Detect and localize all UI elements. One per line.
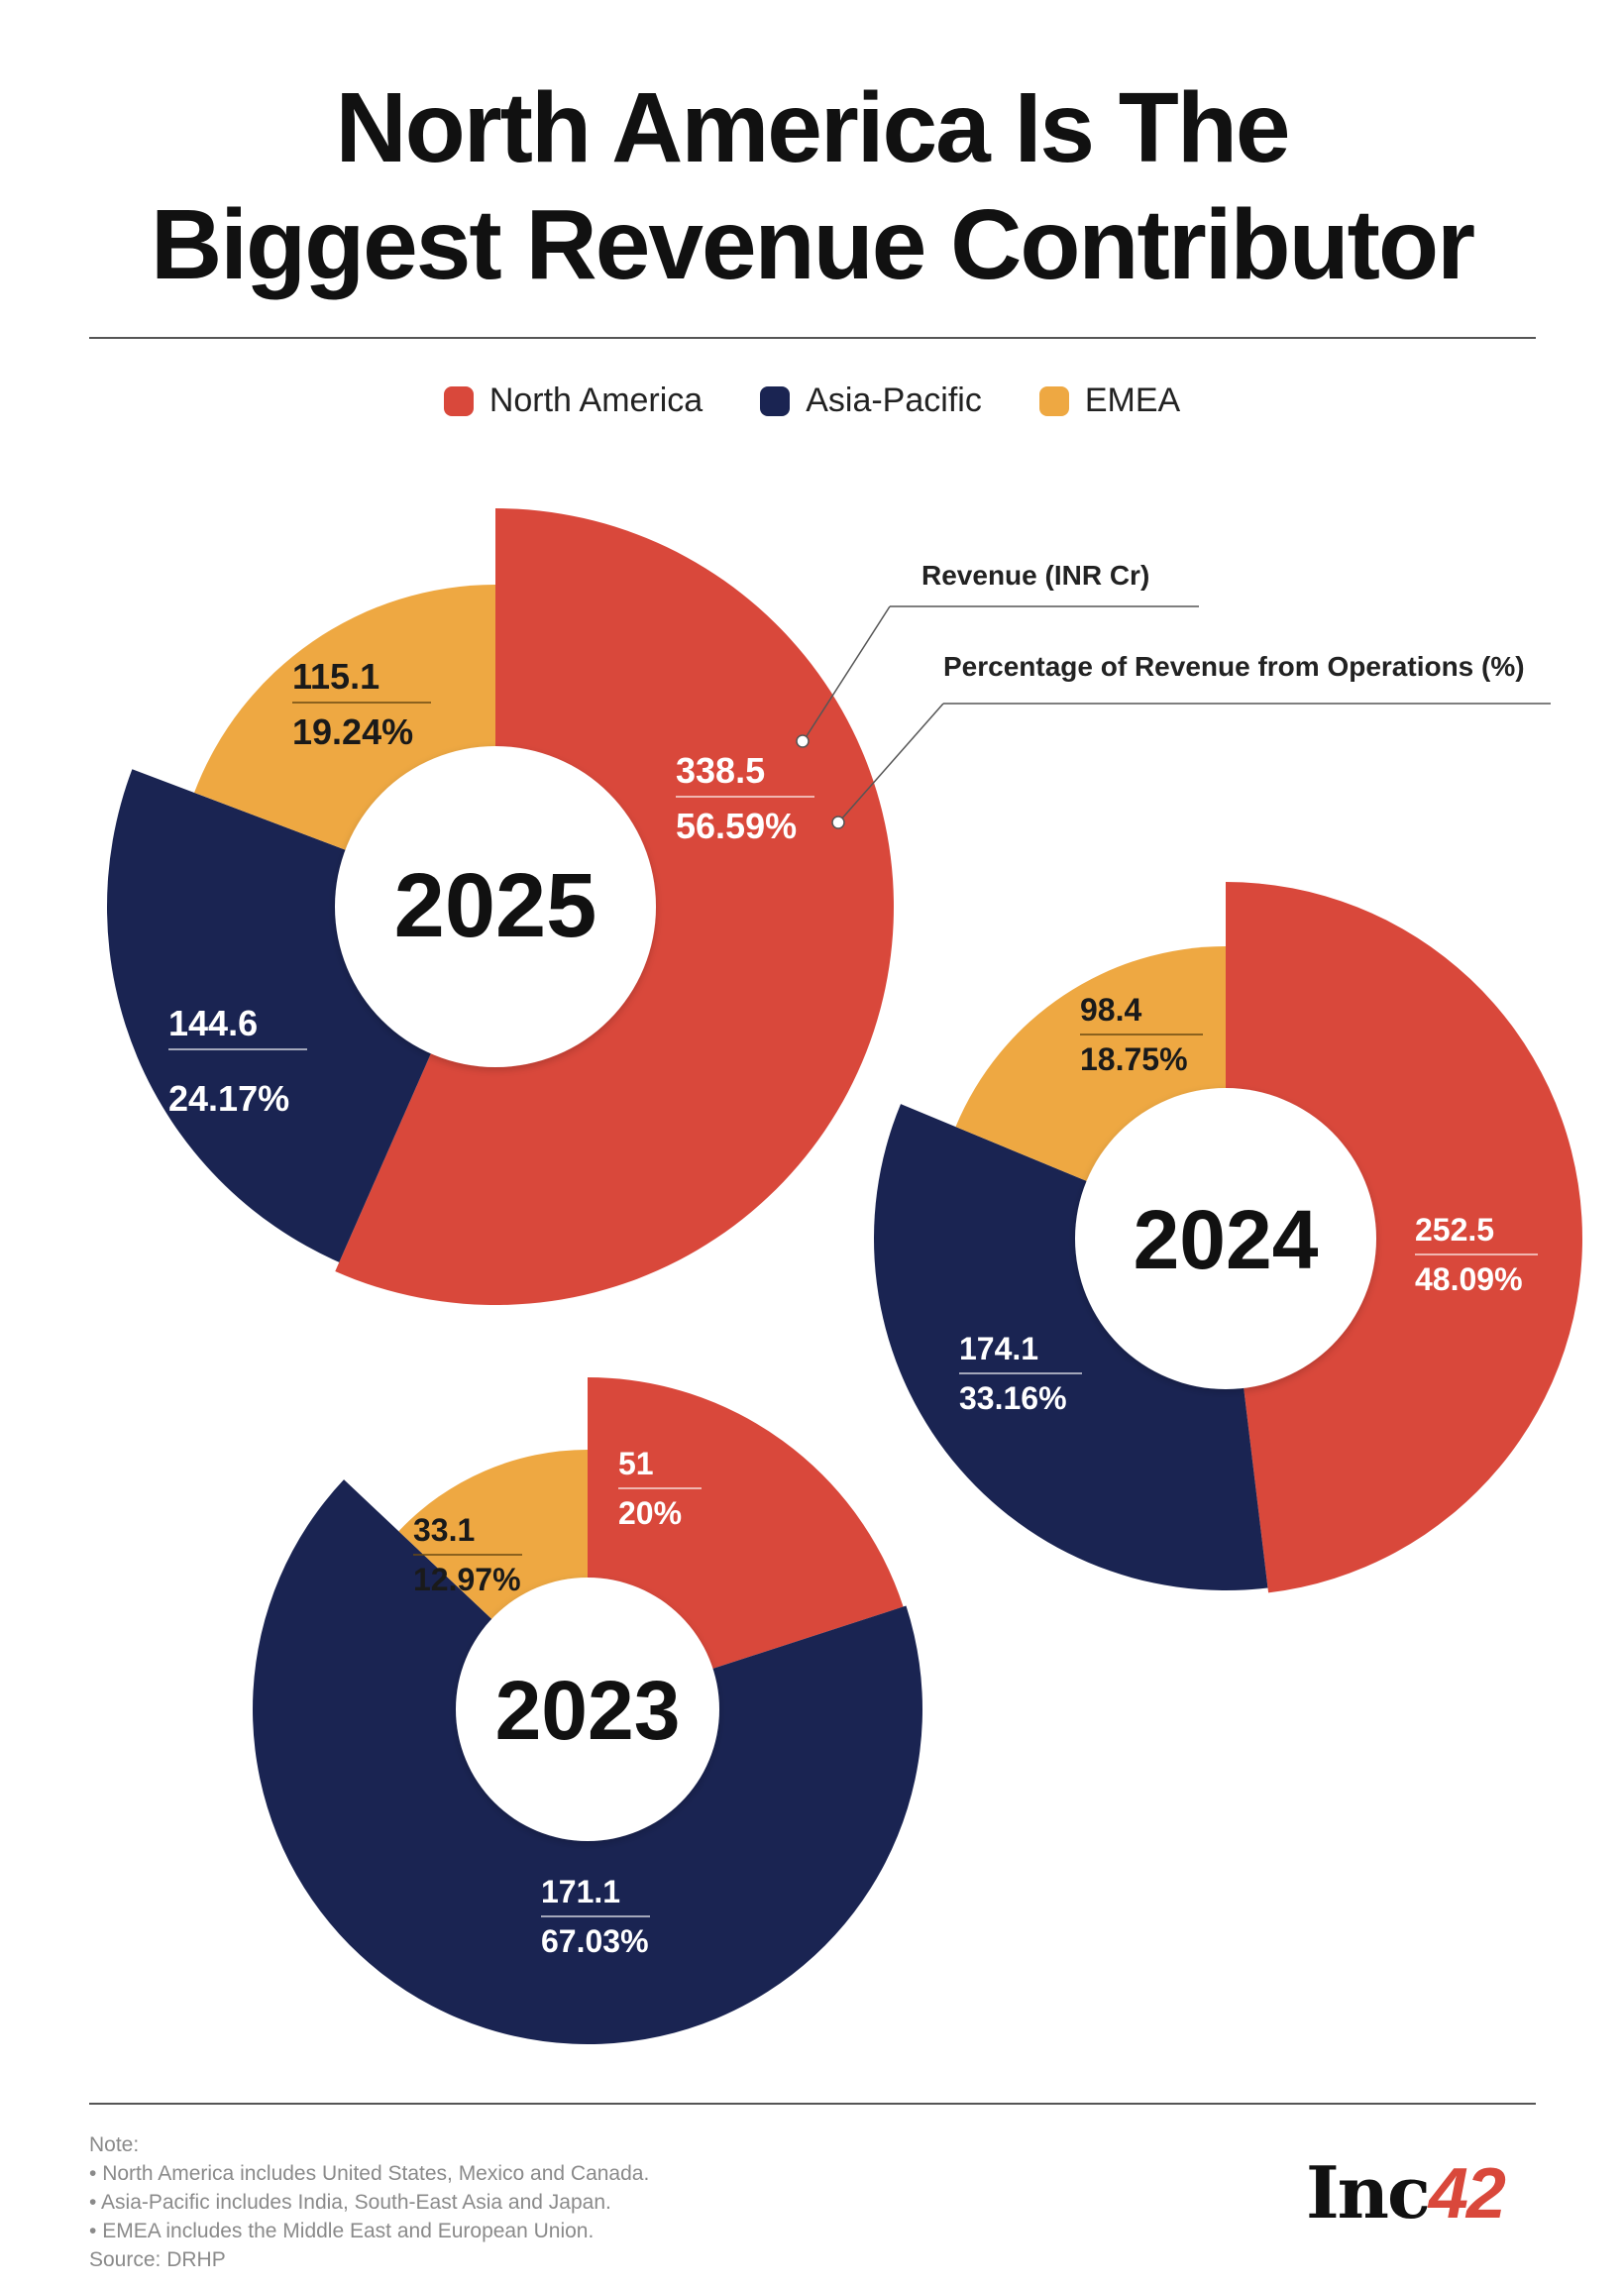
annotation-revenue-label: Revenue (INR Cr) bbox=[921, 560, 1149, 591]
legend-item-asia-pacific: Asia-Pacific bbox=[760, 381, 982, 420]
note-item-text: North America includes United States, Me… bbox=[102, 2162, 650, 2185]
value-label-2024-asia-pacific: 174.1 bbox=[959, 1331, 1038, 1366]
bottom-divider bbox=[89, 2103, 1536, 2105]
value-label-2023-north-america: 51 bbox=[618, 1446, 654, 1481]
chart-title: North America Is The Biggest Revenue Con… bbox=[0, 69, 1624, 303]
legend-swatch-asia-pacific bbox=[760, 385, 791, 416]
year-label-2025: 2025 bbox=[394, 855, 597, 956]
logo-text: Inc bbox=[1306, 2150, 1431, 2234]
slice-2024-north-america bbox=[1226, 882, 1582, 1593]
percent-label-2023-north-america: 20% bbox=[618, 1495, 682, 1531]
value-label-2025-emea: 115.1 bbox=[292, 656, 379, 697]
note-item: • North America includes United States, … bbox=[89, 2162, 650, 2185]
legend-item-north-america: North America bbox=[443, 381, 704, 420]
value-label-2025-asia-pacific: 144.6 bbox=[168, 1003, 258, 1043]
annotation-revenue-leader bbox=[804, 605, 891, 740]
title-line-1: North America Is The bbox=[335, 72, 1290, 183]
value-label-2024-emea: 98.4 bbox=[1080, 992, 1141, 1028]
annotation-percentage-leader bbox=[839, 703, 944, 821]
percent-label-2023-asia-pacific: 67.03% bbox=[541, 1923, 649, 1959]
value-label-2023-asia-pacific: 171.1 bbox=[541, 1874, 620, 1909]
title-line-2: Biggest Revenue Contributor bbox=[151, 189, 1475, 300]
percent-label-2024-emea: 18.75% bbox=[1080, 1041, 1188, 1077]
percent-label-2024-asia-pacific: 33.16% bbox=[959, 1380, 1067, 1416]
donut-holes: 2025 2024 2023 bbox=[335, 746, 1376, 1841]
logo-number: 42 bbox=[1428, 2154, 1506, 2234]
year-label-2023: 2023 bbox=[495, 1664, 681, 1757]
legend-label-north-america: North America bbox=[488, 381, 704, 419]
legend-label-asia-pacific: Asia-Pacific bbox=[806, 381, 982, 419]
percent-label-2025-emea: 19.24% bbox=[292, 711, 413, 752]
note-item-text: EMEA includes the Middle East and Europe… bbox=[102, 2220, 595, 2242]
note-item: • Asia-Pacific includes India, South-Eas… bbox=[89, 2191, 611, 2214]
annotation-percentage-dot bbox=[831, 816, 845, 829]
percent-label-2024-north-america: 48.09% bbox=[1415, 1261, 1523, 1297]
note-item: • EMEA includes the Middle East and Euro… bbox=[89, 2220, 595, 2242]
notes: Note: • North America includes United St… bbox=[89, 2130, 649, 2274]
annotation-percentage-label: Percentage of Revenue from Operations (%… bbox=[943, 651, 1525, 682]
top-divider bbox=[89, 337, 1536, 339]
percent-label-2025-asia-pacific: 24.17% bbox=[168, 1078, 289, 1119]
legend: North America Asia-Pacific EMEA bbox=[0, 381, 1624, 420]
inc42-logo: Inc42 bbox=[1306, 2150, 1506, 2234]
legend-label-emea: EMEA bbox=[1084, 381, 1181, 419]
legend-item-emea: EMEA bbox=[1038, 381, 1181, 420]
donut-hole-2024 bbox=[1075, 1088, 1376, 1389]
donut-hole-2023 bbox=[456, 1578, 719, 1841]
donut-hole-2025 bbox=[335, 746, 656, 1067]
notes-heading: Note: bbox=[89, 2133, 140, 2156]
legend-swatch-emea bbox=[1038, 385, 1069, 416]
note-item-text: Asia-Pacific includes India, South-East … bbox=[101, 2191, 611, 2214]
year-label-2024: 2024 bbox=[1134, 1193, 1319, 1286]
value-label-2023-emea: 33.1 bbox=[413, 1512, 475, 1548]
percent-label-2025-north-america: 56.59% bbox=[676, 806, 797, 846]
value-label-2024-north-america: 252.5 bbox=[1415, 1212, 1494, 1248]
value-label-2025-north-america: 338.5 bbox=[676, 750, 765, 791]
percent-label-2023-emea: 12.97% bbox=[413, 1562, 521, 1597]
notes-source: Source: DRHP bbox=[89, 2248, 226, 2271]
callout-annotations: Revenue (INR Cr) Percentage of Revenue f… bbox=[796, 560, 1551, 829]
annotation-revenue-dot bbox=[796, 734, 810, 748]
legend-swatch-north-america bbox=[443, 385, 474, 416]
slice-labels: 338.5 56.59% 144.6 24.17% 115.1 19.24% 252.5 48… bbox=[168, 656, 1538, 1959]
